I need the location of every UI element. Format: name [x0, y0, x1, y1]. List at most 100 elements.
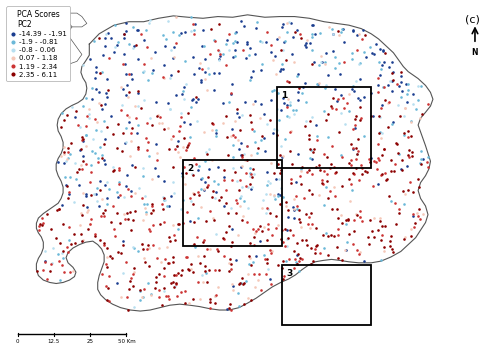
Point [318, 177, 326, 183]
Point [161, 256, 169, 261]
Point [282, 199, 290, 205]
Point [58, 203, 66, 208]
Point [160, 273, 168, 278]
Point [356, 76, 364, 82]
Point [376, 129, 384, 134]
Point [103, 297, 111, 302]
Point [78, 238, 86, 244]
Point [298, 237, 306, 243]
Point [58, 250, 66, 255]
Point [332, 206, 340, 211]
Point [247, 186, 255, 192]
Point [404, 81, 412, 86]
Point [162, 43, 170, 49]
Point [308, 156, 316, 162]
Point [246, 170, 254, 175]
Point [116, 165, 124, 170]
Point [190, 27, 198, 33]
Point [198, 176, 206, 181]
Point [220, 236, 228, 241]
Point [147, 55, 155, 61]
Point [176, 289, 184, 295]
Point [101, 136, 109, 142]
Point [114, 121, 122, 127]
Point [178, 170, 186, 176]
Point [231, 38, 239, 43]
Point [93, 186, 101, 191]
Point [54, 207, 62, 213]
Point [124, 94, 132, 100]
Point [234, 200, 241, 206]
Point [123, 112, 131, 118]
Point [275, 118, 283, 123]
Point [140, 173, 147, 178]
Point [145, 245, 153, 251]
Point [250, 171, 258, 176]
Point [180, 119, 188, 125]
Point [147, 293, 155, 298]
Point [406, 233, 414, 239]
Point [395, 83, 403, 88]
Point [100, 182, 108, 187]
Point [324, 111, 332, 116]
Point [283, 243, 291, 249]
Point [238, 217, 246, 222]
Point [46, 226, 54, 231]
Point [326, 161, 334, 167]
Point [244, 295, 252, 301]
Point [136, 288, 144, 294]
Point [103, 245, 111, 251]
Point [60, 152, 68, 157]
Point [279, 21, 287, 27]
Point [134, 88, 142, 93]
Point [149, 208, 157, 213]
Point [388, 70, 396, 76]
Point [270, 126, 278, 132]
Point [260, 112, 268, 117]
Point [214, 48, 222, 53]
Point [190, 191, 198, 196]
Point [172, 143, 180, 148]
Point [334, 226, 342, 232]
Point [349, 147, 357, 152]
Point [234, 40, 241, 45]
Point [95, 90, 103, 95]
Point [122, 92, 130, 98]
Point [174, 33, 182, 38]
Text: 25: 25 [86, 338, 94, 344]
Point [376, 66, 384, 72]
Point [350, 122, 358, 127]
Point [90, 231, 98, 237]
Point [142, 201, 150, 207]
Text: 12.5: 12.5 [48, 338, 60, 344]
Point [238, 153, 246, 158]
Point [354, 148, 362, 154]
Point [212, 292, 220, 298]
Point [155, 271, 163, 277]
Point [400, 132, 408, 138]
Point [308, 22, 316, 28]
Point [264, 260, 272, 266]
Point [72, 240, 80, 246]
Point [305, 215, 313, 220]
Point [134, 122, 141, 128]
Point [155, 120, 163, 126]
Point [198, 272, 205, 278]
Point [70, 199, 78, 204]
Point [127, 188, 135, 194]
Point [178, 91, 186, 96]
Point [208, 157, 216, 162]
Point [194, 234, 202, 240]
Point [356, 117, 364, 123]
Point [235, 187, 243, 193]
Point [189, 296, 197, 302]
Point [317, 53, 325, 59]
Point [324, 24, 332, 29]
Point [274, 222, 282, 228]
Point [416, 83, 424, 89]
Point [387, 233, 395, 239]
Point [166, 106, 174, 111]
Point [103, 124, 111, 130]
Point [196, 60, 203, 65]
Point [206, 27, 214, 32]
